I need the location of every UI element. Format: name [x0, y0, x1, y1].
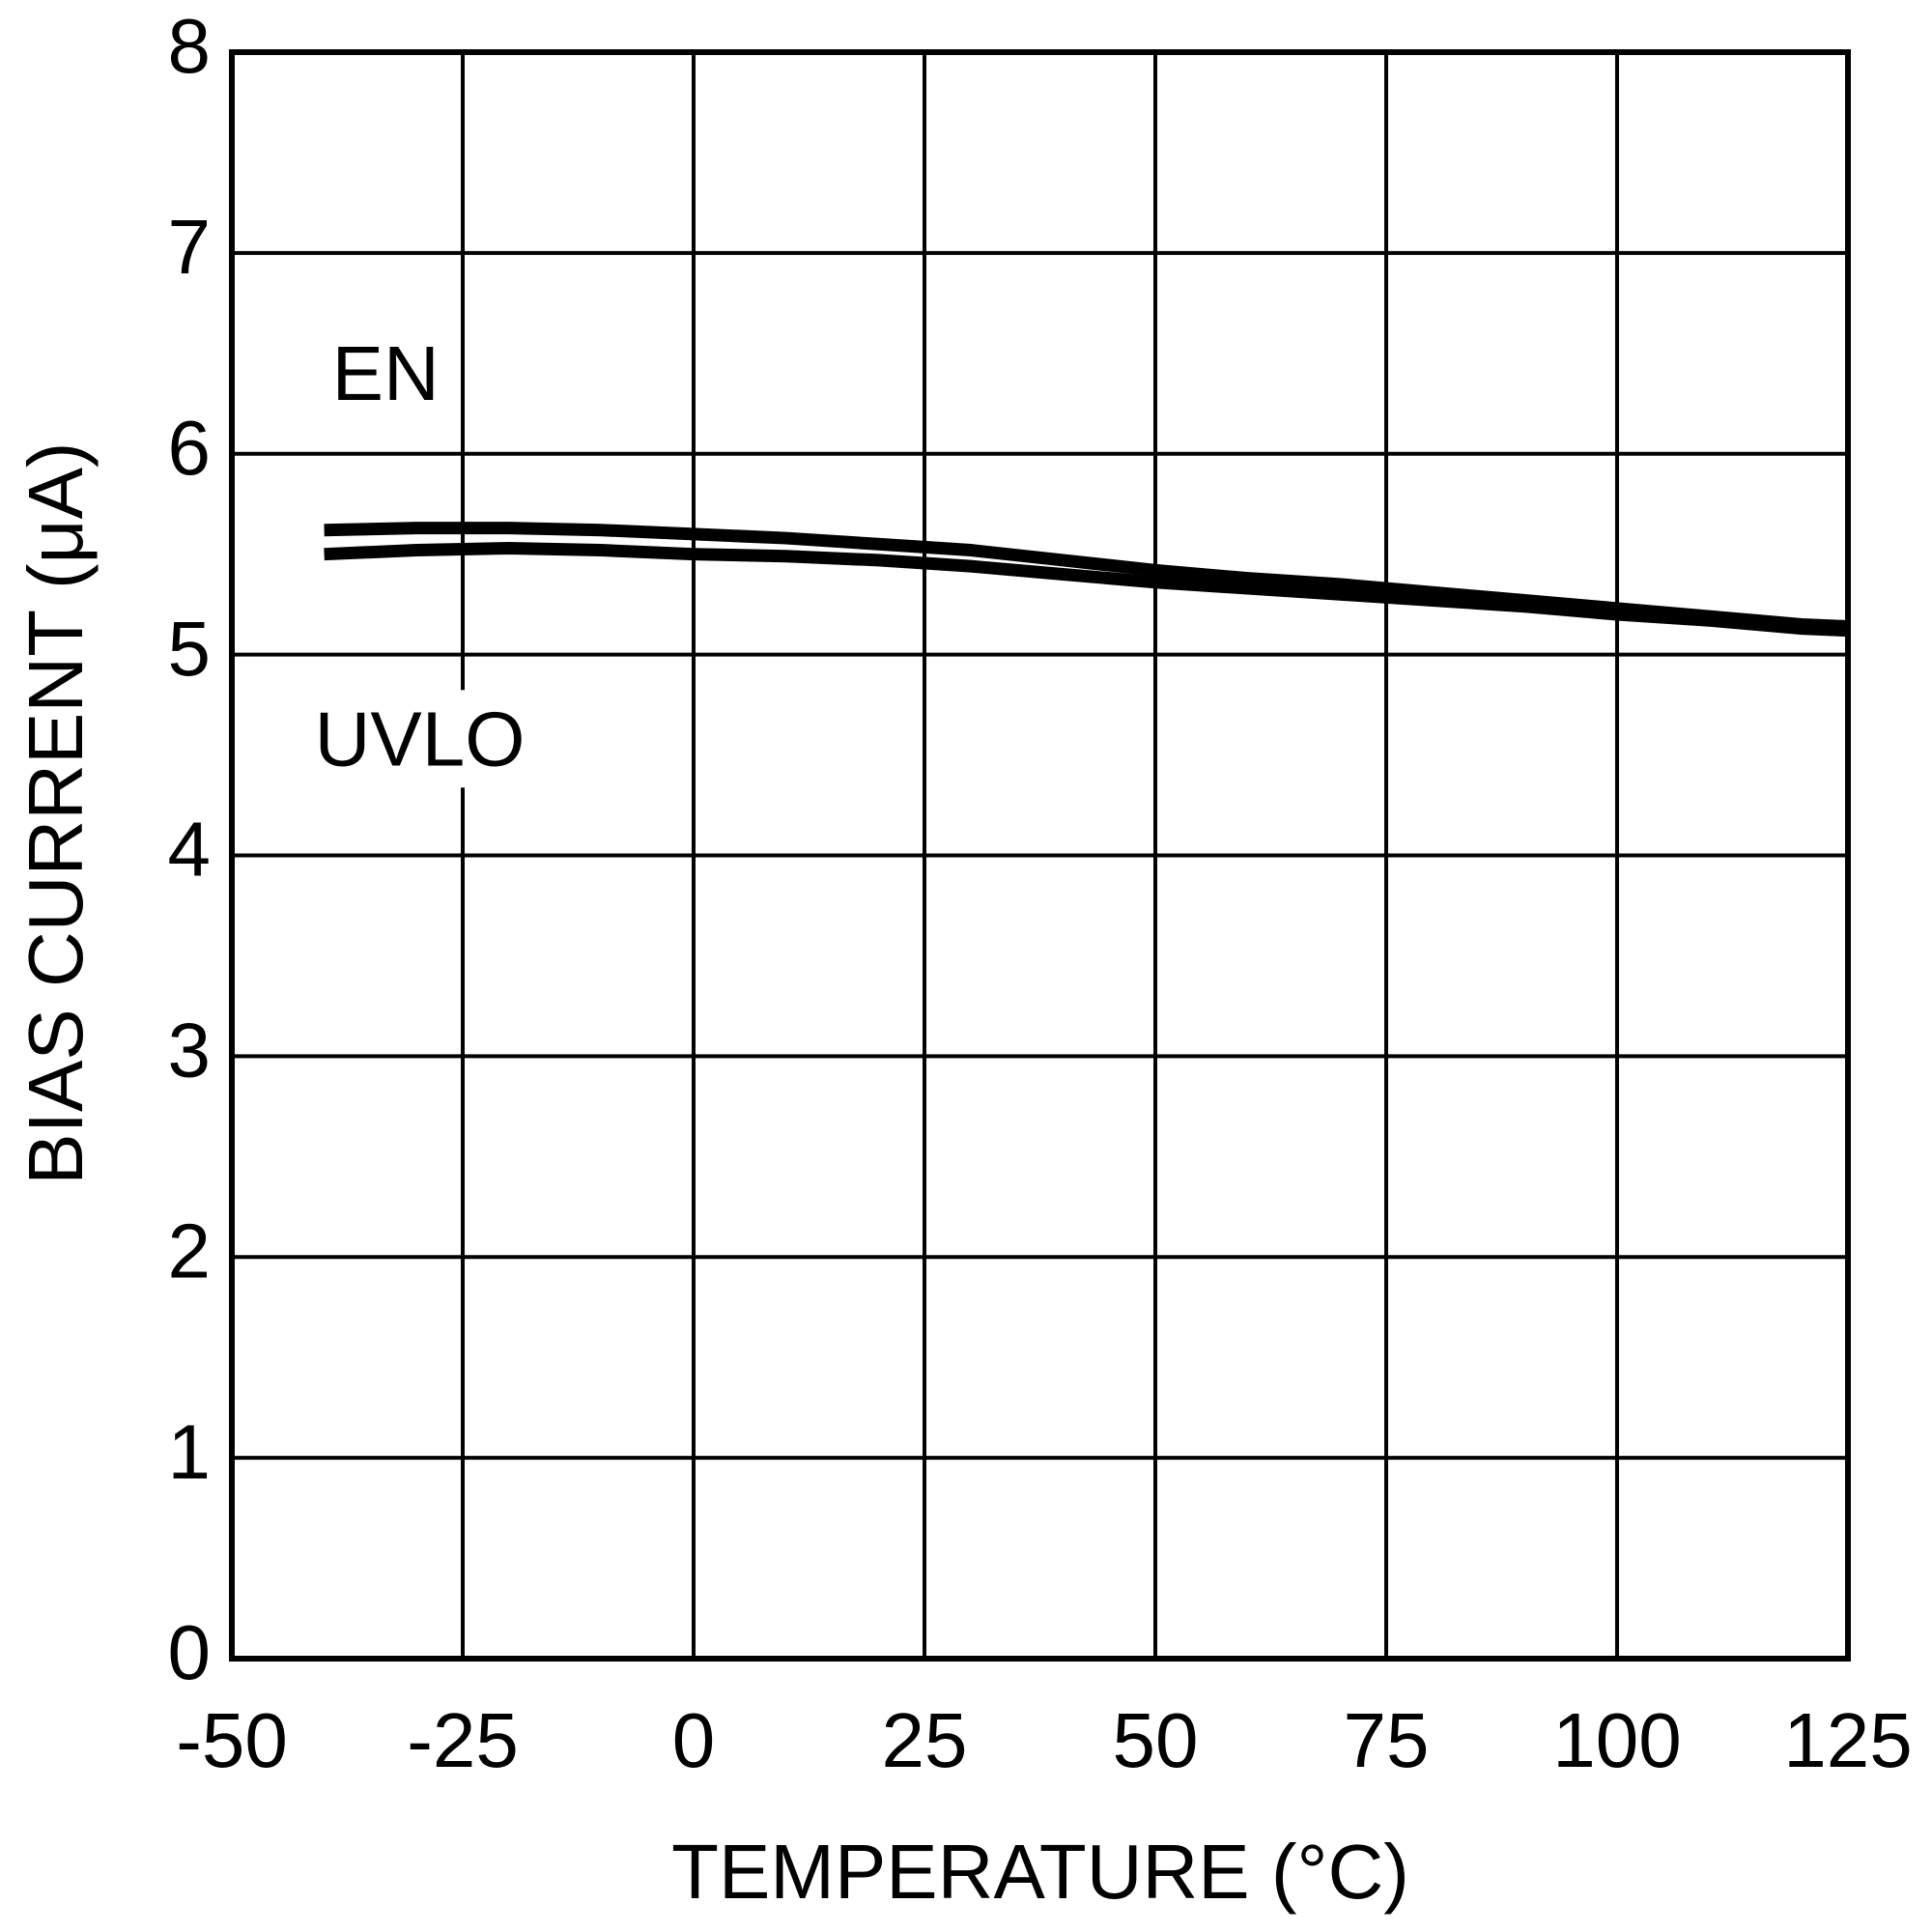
- x-axis-title: TEMPERATURE (°C): [671, 1829, 1409, 1915]
- y-tick-label: 0: [168, 1609, 212, 1695]
- x-tick-label: 50: [1113, 1697, 1199, 1783]
- x-tick-label: 125: [1783, 1697, 1912, 1783]
- y-tick-label: 6: [168, 405, 212, 491]
- series-label: EN: [332, 330, 440, 416]
- label-background: [308, 690, 531, 788]
- plot-frame: [229, 49, 1851, 1662]
- x-tick-label: 25: [882, 1697, 968, 1783]
- y-tick-label: 8: [168, 3, 212, 89]
- x-tick-label: 75: [1344, 1697, 1430, 1783]
- y-tick-label: 4: [168, 807, 212, 893]
- series-line: [324, 541, 1849, 638]
- y-tick-label: 3: [168, 1008, 212, 1094]
- y-tick-label: 5: [168, 606, 212, 692]
- x-tick-label: 0: [672, 1697, 716, 1783]
- y-tick-label: 7: [168, 204, 212, 290]
- label-background: [326, 324, 445, 422]
- y-tick-label: 2: [168, 1208, 212, 1293]
- y-axis-title: BIAS CURRENT (μA): [13, 441, 99, 1184]
- x-tick-label: -25: [407, 1697, 519, 1783]
- series-label: UVLO: [315, 696, 526, 781]
- x-tick-label: -50: [176, 1697, 288, 1783]
- y-tick-label: 1: [168, 1408, 212, 1494]
- x-tick-label: 100: [1552, 1697, 1681, 1783]
